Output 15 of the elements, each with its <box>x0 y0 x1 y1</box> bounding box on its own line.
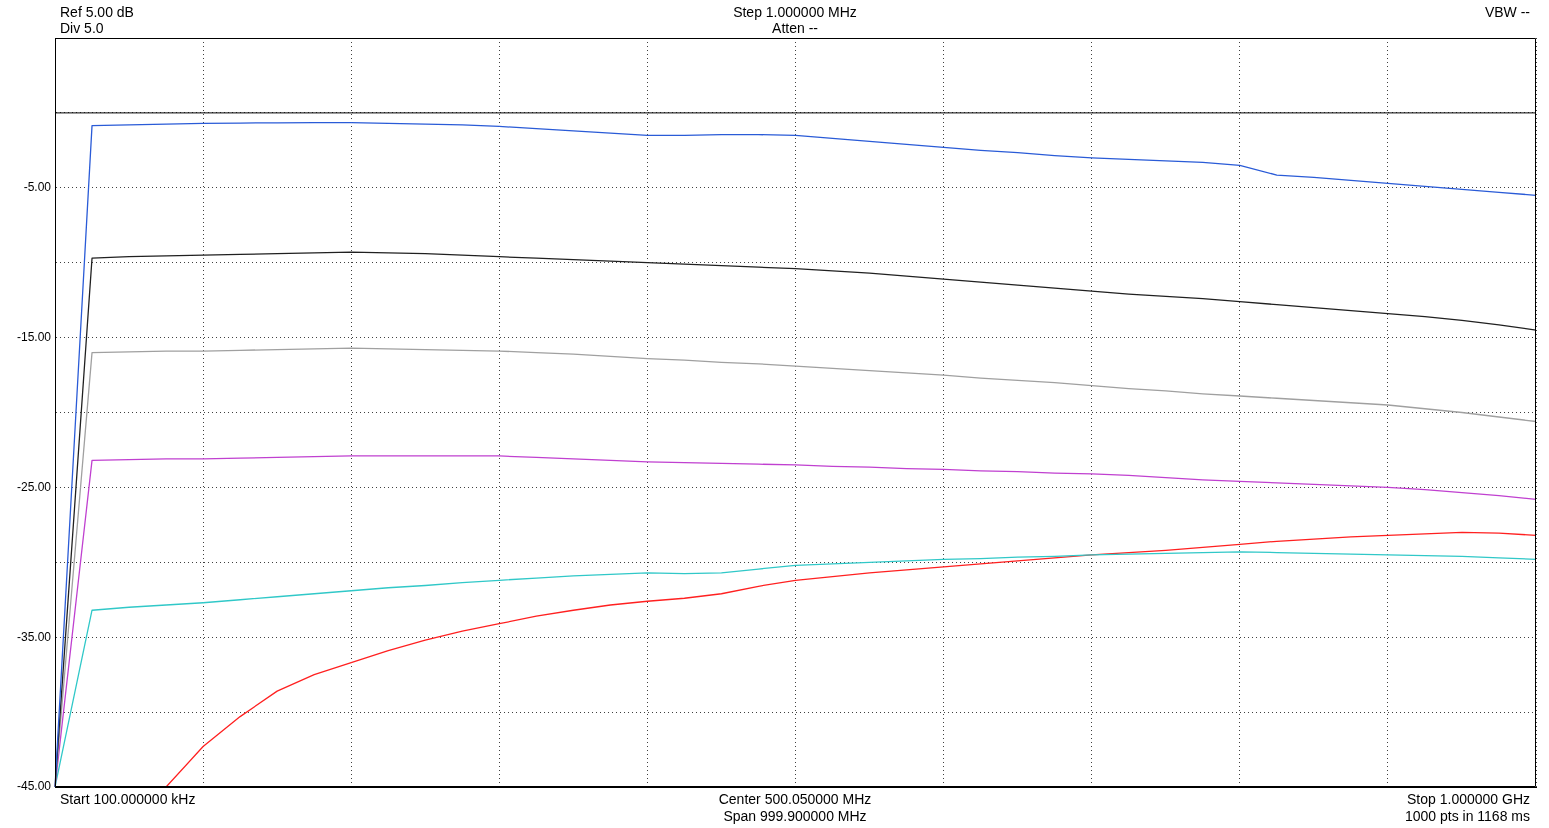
y-tick-label: -15.00 <box>16 329 52 344</box>
text: Span 999.900000 MHz <box>723 808 867 824</box>
y-tick-label: -5.00 <box>23 180 52 195</box>
text: Center 500.050000 MHz <box>718 791 872 807</box>
text: Atten -- <box>772 20 818 36</box>
text: Start 100.000000 kHz <box>60 791 196 807</box>
y-tick-label: -35.00 <box>16 629 52 644</box>
text: Div 5.0 <box>60 20 104 36</box>
text: Stop 1.000000 GHz <box>1407 791 1530 807</box>
text: 1000 pts in 1168 ms <box>1404 808 1530 824</box>
text: Step 1.000000 MHz <box>733 4 857 20</box>
text: VBW -- <box>1484 4 1530 20</box>
y-tick-label: -25.00 <box>16 479 52 494</box>
text: Ref 5.00 dB <box>60 4 134 20</box>
y-tick-label: -45.00 <box>16 779 52 794</box>
